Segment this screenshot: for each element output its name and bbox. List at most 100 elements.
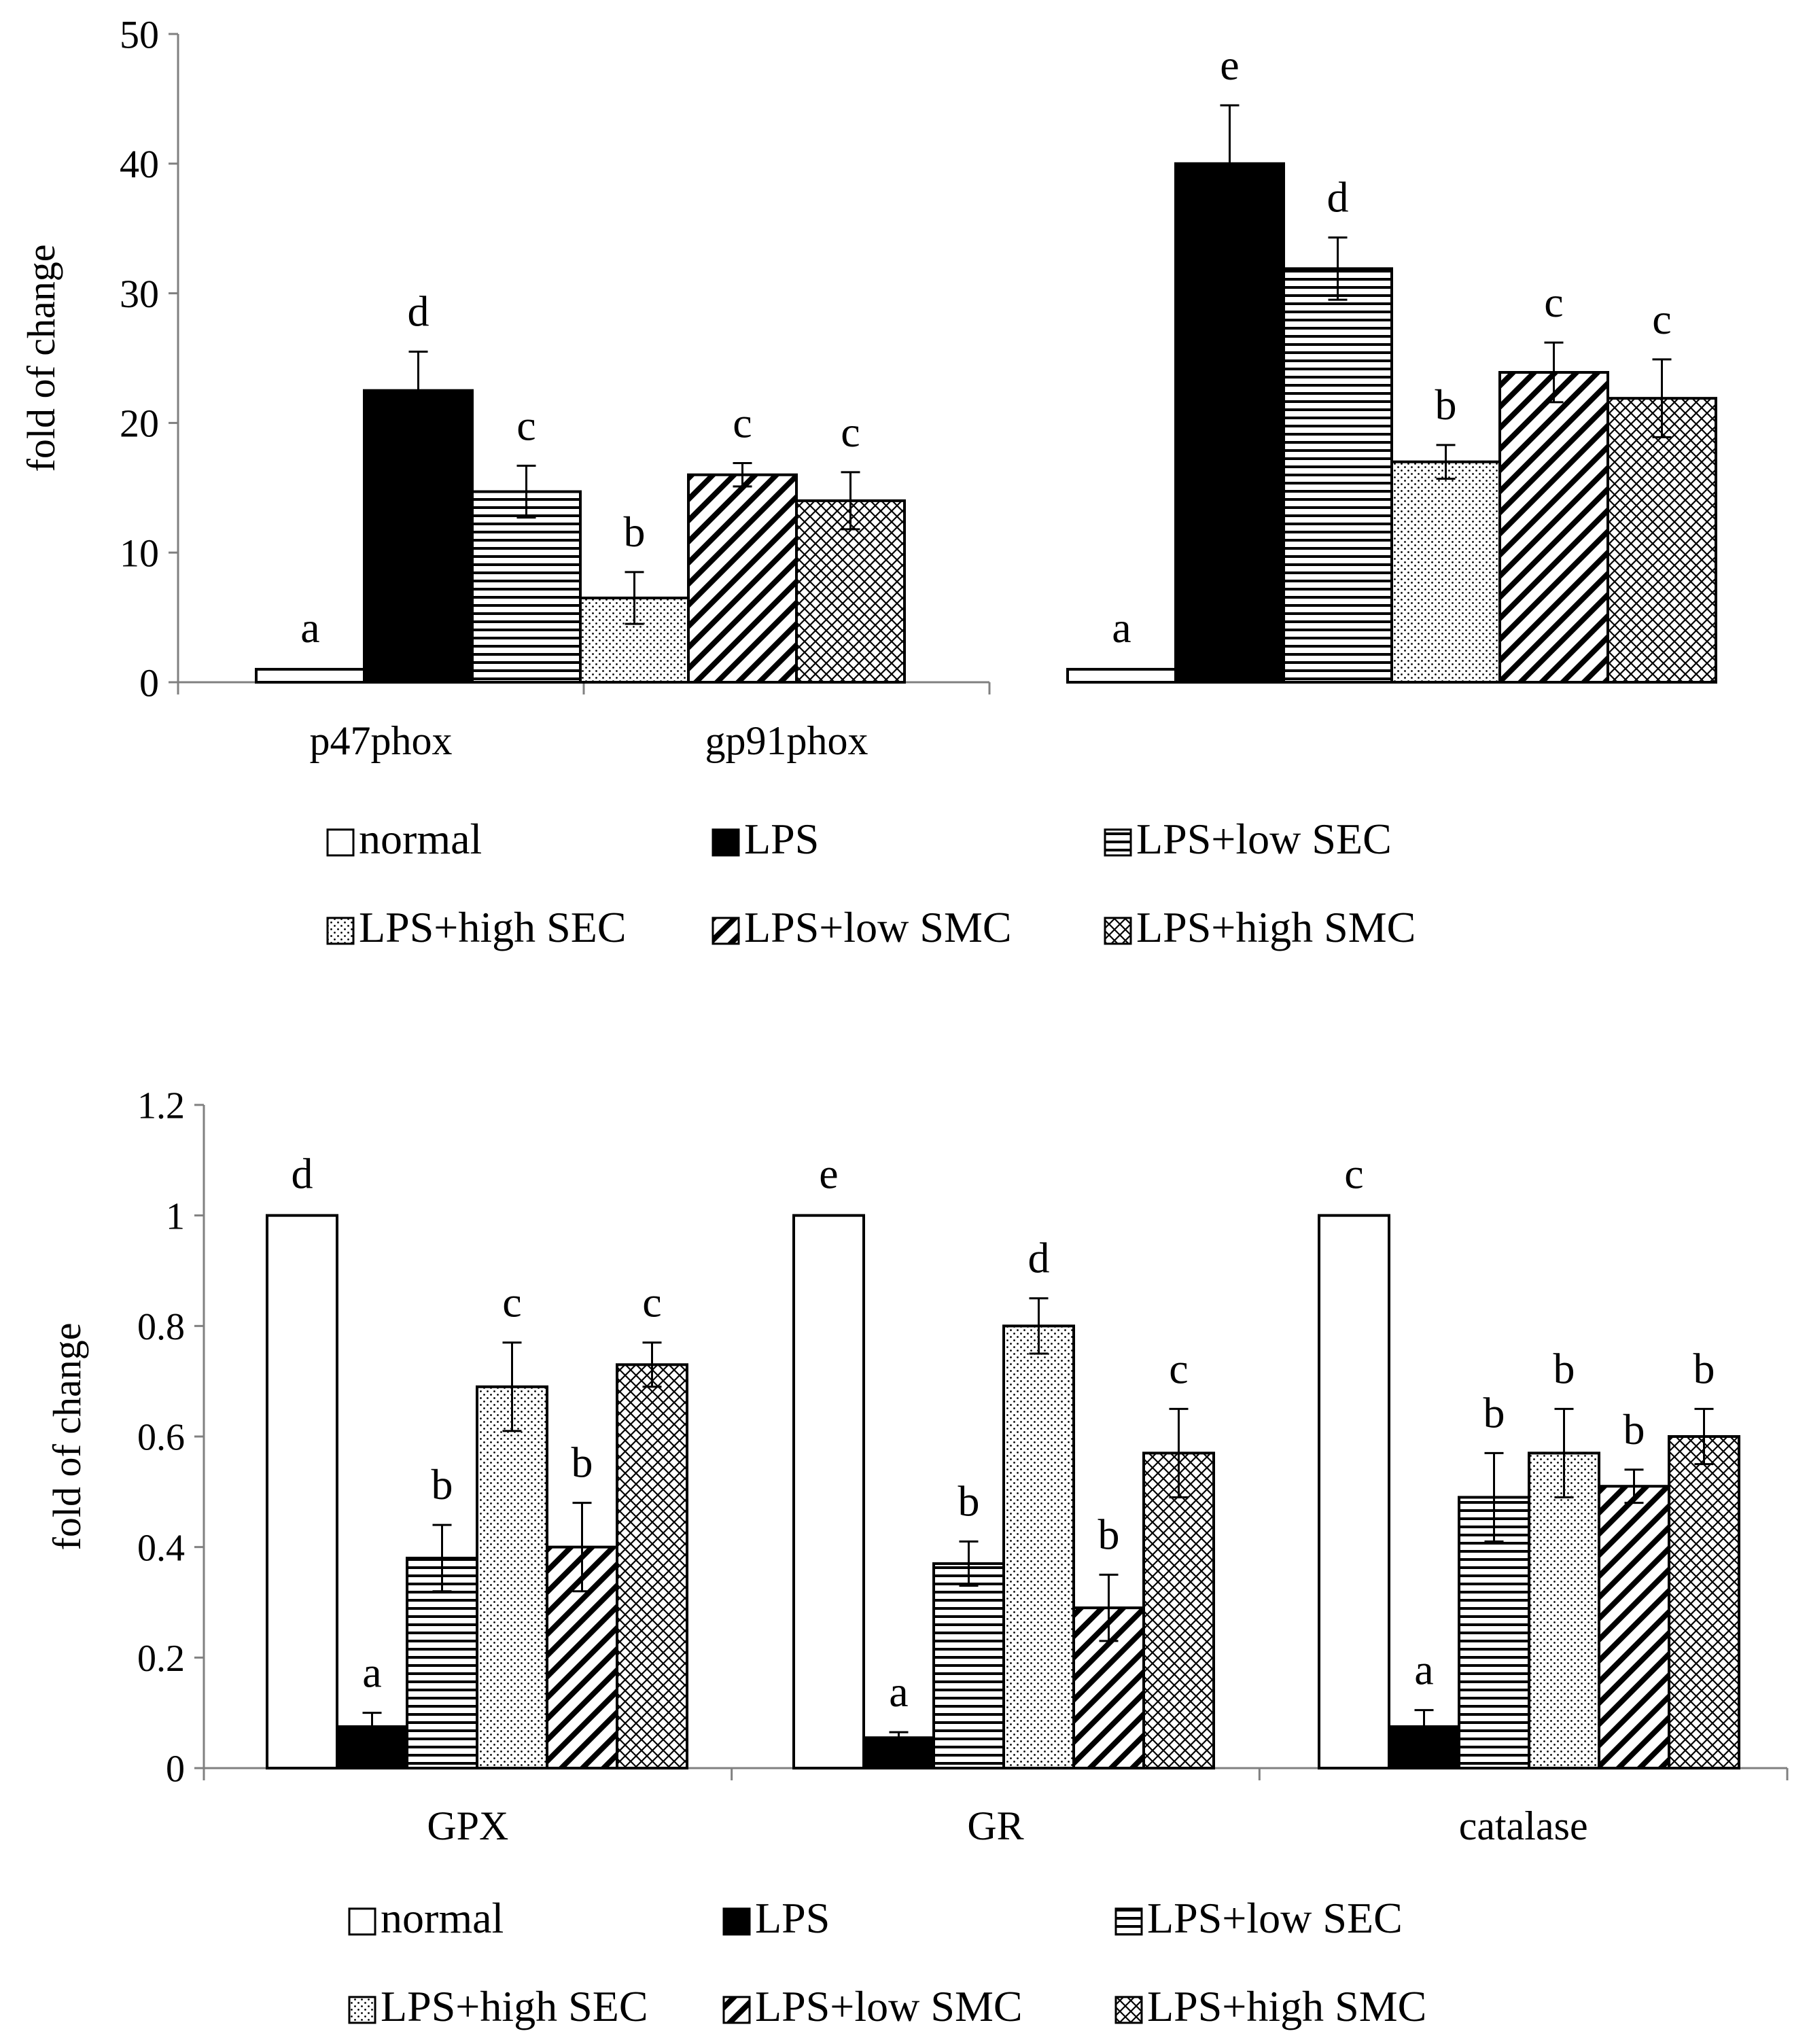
category-label: GR	[967, 1803, 1023, 1848]
legend-swatch	[348, 1996, 376, 2024]
legend-label: normal	[359, 815, 482, 863]
significance-letter: a	[889, 1668, 908, 1716]
significance-letter: b	[1553, 1344, 1575, 1392]
significance-letter: c	[516, 401, 535, 449]
significance-letter: b	[1693, 1344, 1715, 1392]
bar	[1174, 162, 1285, 684]
bar	[795, 499, 906, 684]
legend-label: LPS	[744, 815, 819, 863]
legend-label: LPS+high SEC	[381, 1982, 648, 2030]
bar	[406, 1556, 478, 1770]
bar	[1498, 370, 1609, 684]
legend-label: LPS+high SEC	[359, 903, 627, 951]
legend-label: LPS+high SMC	[1147, 1982, 1426, 2030]
bar	[476, 1385, 548, 1770]
legend-bottom: normal LPS LPS+low SEC LPS+high SEC LPS+low …	[348, 1894, 1426, 2030]
legend-label: normal	[381, 1894, 504, 1942]
significance-letter: b	[432, 1460, 453, 1509]
y-tick-label: 20	[120, 402, 159, 446]
significance-letter: c	[1652, 295, 1671, 343]
legend-swatch	[1104, 917, 1132, 945]
legend-swatch	[1114, 1996, 1143, 2024]
y-tick-label: 10	[120, 531, 159, 576]
bar	[471, 490, 582, 684]
significance-letter: c	[1544, 278, 1563, 326]
legend-swatch	[326, 917, 355, 945]
significance-letter: c	[502, 1278, 521, 1326]
legend-swatch	[722, 1996, 751, 2024]
bar	[1606, 397, 1717, 684]
bar	[1002, 1324, 1075, 1770]
legend-swatch	[1114, 1907, 1143, 1936]
significance-letter: c	[733, 399, 752, 447]
significance-letter: d	[408, 287, 429, 335]
y-tick-label: 40	[120, 142, 159, 186]
bar	[687, 473, 798, 684]
legend-swatch	[712, 917, 740, 945]
y-tick-label: 1.2	[137, 1085, 185, 1127]
y-tick-label: 50	[120, 12, 159, 56]
significance-letter: d	[1028, 1234, 1050, 1282]
significance-letter: b	[624, 508, 646, 556]
significance-letter: e	[819, 1150, 838, 1198]
significance-letter: c	[1344, 1150, 1363, 1198]
legend-label: LPS+low SMC	[755, 1982, 1023, 2030]
significance-letter: b	[1435, 381, 1457, 429]
significance-letter: b	[1098, 1510, 1120, 1558]
bar	[1598, 1485, 1670, 1769]
chart-top: 0 10 20 30 40 50 fold of change a d c b c c p47phox a e…	[19, 12, 1717, 763]
y-tick-label: 1	[166, 1195, 185, 1237]
significance-letter: d	[1327, 173, 1349, 222]
y-tick-label: 0.6	[137, 1417, 185, 1459]
bar	[792, 1214, 865, 1769]
y-tick-label: 0.2	[137, 1638, 185, 1680]
category-label: p47phox	[310, 718, 453, 763]
legend-label: LPS+high SMC	[1136, 903, 1416, 951]
bar	[1668, 1435, 1740, 1769]
bar	[1318, 1214, 1390, 1769]
legend-label: LPS+low SMC	[744, 903, 1012, 951]
significance-letter: a	[362, 1649, 381, 1697]
bar	[1066, 667, 1177, 684]
y-tick-label: 0	[139, 660, 159, 705]
chart-bottom: 0 0.2 0.4 0.6 0.8 1 1.2 fold of change d a b c b c GPX…	[45, 1085, 1789, 1848]
legend-swatch	[712, 828, 740, 857]
significance-letter: b	[1623, 1405, 1645, 1453]
bar	[1390, 460, 1501, 684]
bar	[363, 389, 474, 684]
bar	[255, 667, 366, 684]
significance-letter: b	[1483, 1388, 1505, 1437]
significance-letter: a	[300, 603, 319, 652]
bar	[1142, 1451, 1215, 1769]
significance-letter: c	[841, 408, 860, 456]
category-label: catalase	[1459, 1803, 1588, 1848]
significance-letter: d	[292, 1150, 313, 1198]
significance-letter: a	[1112, 603, 1131, 652]
y-axis-label: fold of change	[19, 245, 63, 472]
bar	[1282, 267, 1393, 684]
significance-letter: a	[1414, 1646, 1433, 1694]
category-label: gp91phox	[705, 718, 868, 763]
y-tick-label: 30	[120, 272, 159, 316]
y-tick-label: 0	[166, 1748, 185, 1791]
legend-swatch	[722, 1907, 751, 1936]
significance-letter: b	[572, 1439, 593, 1487]
y-axis-label: fold of change	[45, 1323, 89, 1551]
bar	[932, 1562, 1005, 1769]
legend-swatch	[348, 1907, 376, 1936]
legend-label: LPS+low SEC	[1147, 1894, 1403, 1942]
bar	[616, 1363, 688, 1770]
legend-swatch	[326, 828, 355, 857]
bar	[266, 1214, 338, 1769]
legend-label: LPS	[755, 1894, 830, 1942]
legend-label: LPS+low SEC	[1136, 815, 1392, 863]
significance-letter: b	[958, 1477, 980, 1526]
significance-letter: e	[1220, 41, 1239, 89]
significance-letter: c	[642, 1278, 661, 1326]
significance-letter: c	[1169, 1344, 1188, 1392]
category-label: GPX	[427, 1803, 508, 1848]
legend-swatch	[1104, 828, 1132, 857]
bar	[1528, 1451, 1600, 1769]
y-tick-label: 0.4	[137, 1527, 185, 1569]
